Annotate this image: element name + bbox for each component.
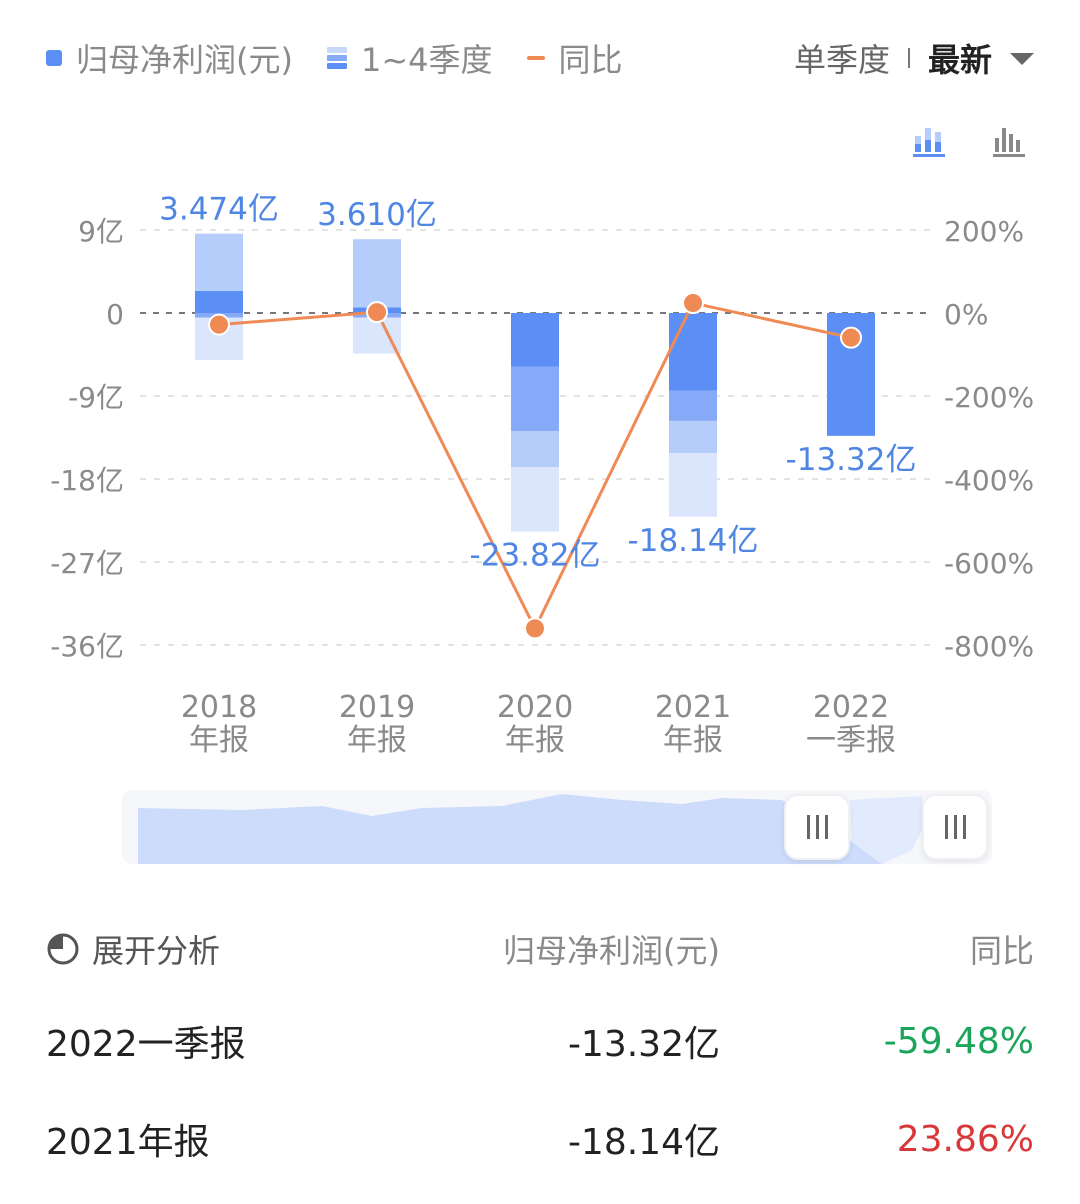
bar-segment-q3 — [353, 239, 401, 308]
period-single-quarter[interactable]: 单季度 — [793, 41, 890, 79]
row-period: 2022一季报 — [46, 1024, 246, 1065]
legend-yoy[interactable]: 同比 — [526, 35, 623, 81]
caret-down-icon[interactable] — [1010, 53, 1034, 65]
legend-swatch-yoy — [526, 56, 545, 60]
bar-value-label: -13.32亿 — [786, 442, 917, 478]
x-tick-label-year: 2019 — [339, 690, 415, 725]
chart-legend: 归母净利润(元) 1~4季度 同比 单季度 最新 — [46, 30, 1034, 86]
x-tick-label-period: 一季报 — [806, 723, 896, 758]
x-tick-label-year: 2022 — [813, 690, 889, 725]
bar-segment-q4 — [669, 453, 717, 517]
slider-handle-start[interactable] — [784, 794, 850, 860]
bar-segment-q4 — [511, 467, 559, 532]
x-tick-label-year: 2020 — [497, 690, 573, 725]
bar-segment-q1 — [511, 313, 559, 367]
y-left-tick-label: 9亿 — [78, 215, 124, 248]
bar-segment-q4 — [353, 317, 401, 354]
stacked-bar-icon[interactable] — [912, 122, 948, 158]
x-tick-label-year: 2018 — [181, 690, 257, 725]
y-right-tick-label: -200% — [944, 381, 1034, 414]
bar-segment-q3 — [669, 420, 717, 454]
yoy-point — [840, 326, 862, 349]
bar-value-label: 3.474亿 — [159, 192, 279, 228]
row-value: -18.14亿 — [567, 1122, 720, 1163]
legend-quarters-label: 1~4季度 — [360, 41, 493, 79]
bar-segment-q3 — [511, 431, 559, 468]
row-value: -13.32亿 — [567, 1024, 720, 1065]
bar-value-label: 3.610亿 — [317, 197, 437, 233]
pie-chart-icon — [47, 933, 79, 965]
y-left-tick-label: -9亿 — [68, 381, 124, 414]
y-right-tick-label: -600% — [944, 547, 1034, 580]
period-latest[interactable]: 最新 — [927, 41, 992, 79]
table-row[interactable]: 2022一季报 -13.32亿 -59.48% — [46, 1016, 1034, 1066]
expand-analysis-label: 展开分析 — [92, 932, 221, 970]
legend-yoy-label: 同比 — [558, 41, 623, 79]
y-right-tick-label: -800% — [944, 630, 1034, 663]
bar-segment-q1 — [195, 290, 243, 313]
period-selector[interactable]: 单季度 最新 — [794, 35, 1034, 81]
bar-segment-q1 — [669, 313, 717, 391]
legend-swatch-net-profit — [46, 50, 62, 66]
bar-segment-q2 — [669, 390, 717, 421]
bar-segment-q3 — [195, 233, 243, 291]
yoy-point — [682, 292, 704, 315]
y-right-tick-label: 200% — [944, 215, 1024, 248]
y-right-tick-label: -400% — [944, 464, 1034, 497]
slider-preview-area — [138, 794, 922, 864]
legend-net-profit[interactable]: 归母净利润(元) — [46, 35, 293, 81]
row-yoy: 23.86% — [896, 1118, 1034, 1160]
yoy-point — [366, 301, 388, 324]
bar-segment-q2 — [511, 366, 559, 432]
slider-handle-end[interactable] — [922, 794, 988, 860]
x-tick-label-period: 年报 — [663, 723, 723, 758]
y-left-tick-label: -36亿 — [50, 630, 124, 663]
table-header: 展开分析 归母净利润(元) 同比 — [46, 924, 1034, 974]
range-slider[interactable] — [122, 790, 992, 864]
period-divider — [907, 48, 910, 68]
y-right-tick-label: 0% — [944, 298, 988, 331]
grouped-bar-icon[interactable] — [992, 122, 1028, 158]
legend-quarters[interactable]: 1~4季度 — [326, 35, 493, 81]
column-header-value: 归母净利润(元) — [503, 932, 720, 970]
bar-value-label: -23.82亿 — [470, 538, 601, 574]
legend-swatch-quarters — [326, 47, 347, 69]
profit-chart: 9亿 0 -9亿 -18亿 -27亿 -36亿 200% 0% -200% -400% -600% -… — [50, 192, 1034, 758]
yoy-point — [524, 617, 546, 640]
x-tick-label-period: 年报 — [505, 723, 565, 758]
x-tick-label-year: 2021 — [655, 690, 731, 725]
x-tick-label-period: 年报 — [347, 723, 407, 758]
row-yoy: -59.48% — [883, 1020, 1034, 1062]
expand-analysis-button[interactable]: 展开分析 — [46, 926, 220, 972]
y-left-tick-label: -18亿 — [50, 464, 124, 497]
y-left-tick-label: 0 — [106, 298, 124, 331]
bar-value-label: -18.14亿 — [628, 523, 759, 559]
row-period: 2021年报 — [46, 1122, 210, 1163]
table-row[interactable]: 2021年报 -18.14亿 23.86% — [46, 1114, 1034, 1164]
x-tick-label-period: 年报 — [189, 723, 249, 758]
y-left-tick-label: -27亿 — [50, 547, 124, 580]
legend-net-profit-label: 归母净利润(元) — [76, 41, 293, 79]
column-header-yoy: 同比 — [969, 932, 1034, 970]
yoy-point — [208, 313, 230, 336]
